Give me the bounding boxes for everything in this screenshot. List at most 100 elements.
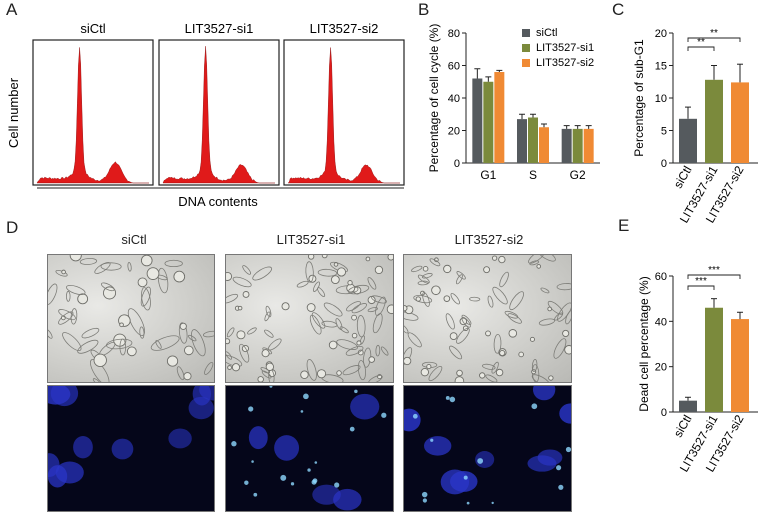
bar-G1-siCtl: [472, 78, 483, 163]
cell-outline: [548, 375, 554, 381]
histogram-title: siCtl: [80, 21, 105, 36]
cell-outline: [518, 351, 524, 358]
significance-bracket: [687, 46, 715, 51]
cell-outline: [178, 322, 188, 344]
cell-outline: [469, 296, 481, 302]
apoptotic-body: [311, 479, 317, 485]
nucleus: [48, 453, 60, 477]
panel-letter-a: A: [6, 0, 18, 19]
cell-outline: [232, 276, 252, 288]
cell-outline: [317, 268, 338, 277]
cell-outline: [411, 265, 423, 273]
cell-outline: [493, 334, 502, 354]
panel-letter-d: D: [6, 218, 19, 237]
cell-outline: [557, 302, 571, 322]
cell-outline: [140, 286, 151, 307]
y-tick-label: 20: [448, 126, 460, 138]
cell-outline: [336, 267, 347, 277]
nucleus: [48, 386, 71, 405]
apoptotic-body: [381, 412, 387, 418]
cell-outline: [556, 283, 571, 291]
x-tick-label: G1: [480, 168, 496, 182]
cell-outline: [372, 313, 383, 334]
apoptotic-body: [531, 403, 538, 410]
y-tick-label: 20: [655, 28, 667, 40]
apoptotic-body: [463, 475, 468, 480]
cell-outline: [328, 340, 338, 350]
cell-outline: [538, 318, 555, 326]
cell-outline: [226, 354, 243, 367]
y-tick-label: 0: [454, 158, 460, 170]
cell-outline: [504, 310, 519, 319]
cell-outline: [365, 256, 371, 262]
nucleus: [248, 426, 268, 450]
apoptotic-body: [422, 498, 427, 503]
cell-outline: [508, 329, 518, 338]
cell-outline: [127, 308, 145, 336]
cell-outline: [66, 284, 86, 296]
dna-histogram: [287, 47, 400, 184]
microscopy-label-si2: LIT3527-si2: [454, 232, 524, 247]
cell-outline: [404, 347, 413, 365]
cell-outline: [157, 267, 169, 294]
cell-outline: [48, 283, 58, 306]
apoptotic-body: [314, 461, 318, 464]
nucleus: [168, 428, 192, 449]
cell-outline: [300, 370, 309, 379]
cell-outline: [173, 270, 186, 283]
bar-S-LIT3527-si2: [539, 127, 549, 163]
apoptotic-body: [565, 446, 571, 453]
cell-outline: [103, 286, 117, 300]
cell-outline: [48, 328, 53, 339]
cell-outline: [336, 339, 358, 350]
nucleus: [559, 403, 571, 424]
cell-outline: [422, 266, 429, 272]
cell-outline: [495, 368, 504, 377]
bar-LIT3527-si2: [731, 82, 749, 163]
cell-outline: [90, 358, 110, 382]
y-tick-label: 60: [655, 271, 667, 283]
cell-outline: [313, 281, 320, 292]
cell-outline: [305, 261, 314, 283]
cell-outline: [485, 330, 491, 337]
fluorescence-image-si1: [225, 385, 394, 512]
cell-outline: [449, 332, 458, 340]
apoptotic-body: [231, 441, 237, 447]
legend-swatch: [522, 44, 530, 52]
cell-outline: [529, 336, 535, 342]
cell-outline: [296, 280, 309, 288]
cell-outline: [69, 255, 82, 262]
cell-outline: [357, 360, 367, 381]
bar-S-LIT3527-si1: [528, 117, 538, 163]
cell-outline: [307, 255, 315, 260]
cell-outline: [226, 293, 239, 304]
nucleus: [532, 386, 556, 401]
cell-outline: [431, 285, 441, 296]
cell-outline: [204, 362, 214, 375]
histogram-frame: [32, 39, 154, 186]
cell-outline: [179, 322, 187, 330]
cell-outline: [58, 309, 76, 321]
cell-outline: [351, 332, 358, 339]
cell-outline: [443, 295, 451, 302]
apoptotic-body: [244, 480, 249, 485]
cell-outline: [281, 302, 290, 311]
cell-outline: [387, 255, 393, 261]
significance-label: ***: [695, 276, 707, 287]
panel-letter-b: B: [418, 0, 430, 19]
apoptotic-body: [445, 396, 450, 400]
bar-chart-B: 0 20 40 60 80 Percentage of cell cycle (%) G1 S…: [427, 24, 600, 182]
apoptotic-body: [466, 501, 470, 505]
apoptotic-body: [251, 460, 254, 463]
cell-outline: [164, 259, 183, 268]
cell-outline: [540, 287, 550, 294]
cell-outline: [100, 282, 115, 292]
cell-outline: [420, 367, 430, 377]
cell-outline: [356, 340, 362, 346]
cell-outline: [242, 291, 250, 298]
cell-outline: [242, 265, 252, 275]
histogram-xlabel: DNA contents: [178, 194, 258, 209]
cell-outline: [79, 258, 98, 265]
